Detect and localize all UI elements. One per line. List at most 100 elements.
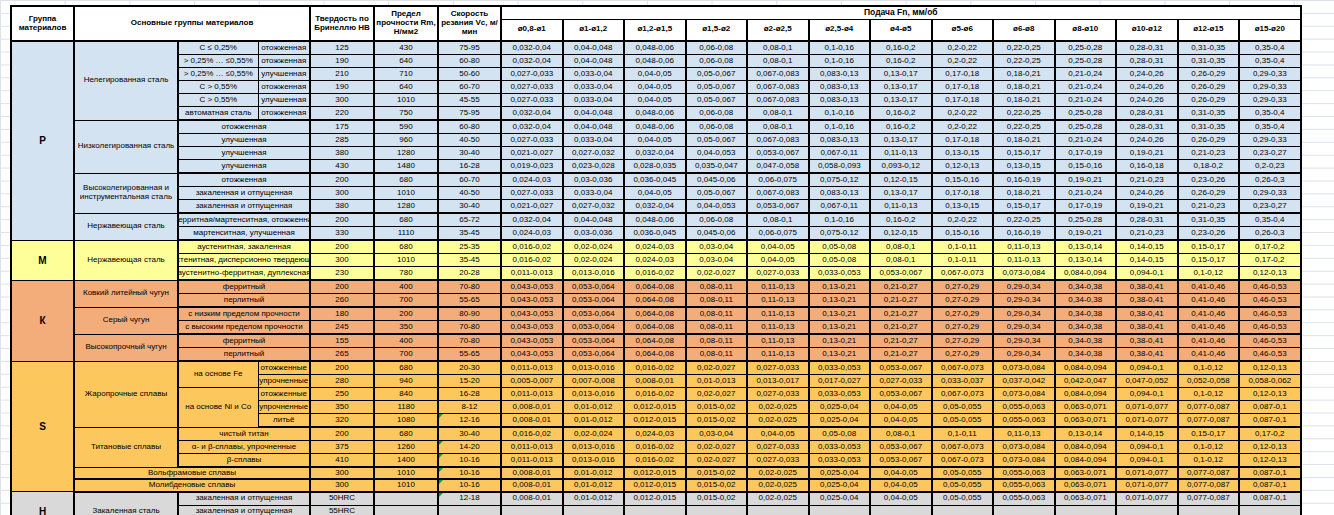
feed-cell[interactable]: 0,31-0,35 (1178, 120, 1240, 134)
feed-cell[interactable]: 0,027-0,032 (563, 147, 625, 160)
group-cell[interactable]: P (11, 41, 74, 240)
hb-cell[interactable]: 190 (310, 55, 374, 68)
feed-cell[interactable]: 0,41-0,46 (1178, 334, 1240, 348)
feed-cell[interactable]: 0,04-0,05 (870, 492, 932, 506)
feed-cell[interactable]: 0,1-0,16 (809, 120, 871, 134)
material-cell[interactable]: Высоколегированная и инструментальная ст… (74, 173, 178, 213)
rm-cell[interactable]: 1010 (374, 479, 438, 491)
feed-cell[interactable]: 0,08-0,11 (686, 307, 748, 321)
feed-cell[interactable]: 0,28-0,31 (1116, 120, 1178, 134)
feed-cell[interactable]: 0,22-0,25 (993, 55, 1055, 68)
vc-cell[interactable]: 75-95 (438, 41, 501, 55)
state-cell[interactable]: аустенитная, закаленная (178, 240, 310, 254)
feed-cell[interactable]: 0,064-0,08 (624, 294, 686, 308)
feed-cell[interactable]: 0,073-0,084 (993, 361, 1055, 375)
feed-cell[interactable]: 0,015-0,02 (686, 467, 748, 479)
feed-cell[interactable]: 0,27-0,29 (932, 307, 994, 321)
feed-cell[interactable]: 0,26-0,3 (1239, 227, 1301, 241)
feed-cell[interactable]: 0,02-0,025 (747, 467, 809, 479)
rm-cell[interactable]: 1180 (374, 401, 438, 414)
feed-cell[interactable]: 0,26-0,29 (1178, 94, 1240, 107)
feed-cell[interactable]: 0,19-0,21 (1055, 227, 1117, 241)
state-cell[interactable]: отожженная (258, 55, 310, 68)
feed-cell[interactable]: 0,04-0,05 (624, 68, 686, 81)
feed-cell[interactable]: 0,04-0,05 (747, 254, 809, 267)
feed-cell[interactable]: 0,08-0,11 (686, 334, 748, 348)
material-cell[interactable]: Нелегированная сталь (74, 41, 178, 120)
feed-cell[interactable]: 0,29-0,33 (1239, 94, 1301, 107)
feed-cell[interactable]: 0,032-0,04 (501, 107, 563, 121)
hb-cell[interactable]: 300 (310, 479, 374, 491)
vc-cell[interactable]: 10-16 (438, 479, 501, 491)
feed-cell[interactable]: 0,21-0,27 (870, 321, 932, 335)
feed-diameter-header[interactable]: ø1,2-ø1,5 (624, 19, 686, 41)
feed-cell[interactable]: 0,03-0,04 (686, 254, 748, 267)
feed-cell[interactable]: 0,077-0,087 (1178, 479, 1240, 491)
feed-cell[interactable]: 0,18-0,21 (993, 81, 1055, 94)
feed-cell[interactable]: 0,11-0,13 (747, 280, 809, 294)
feed-cell[interactable]: 0,037-0,042 (993, 375, 1055, 388)
feed-cell[interactable]: 0,11-0,13 (993, 427, 1055, 441)
hb-cell[interactable]: 190 (310, 81, 374, 94)
feed-cell[interactable]: 0,16-0,2 (870, 213, 932, 227)
feed-cell[interactable]: 0,02-0,025 (747, 401, 809, 414)
feed-cell[interactable]: 0,023-0,028 (563, 160, 625, 174)
feed-cell[interactable]: 0,087-0,1 (1239, 401, 1301, 414)
feed-cell[interactable]: 0,13-0,15 (932, 200, 994, 214)
rm-cell[interactable]: 680 (374, 173, 438, 187)
feed-cell[interactable]: 0,094-0,1 (1116, 388, 1178, 401)
feed-cell[interactable]: 0,34-0,38 (1055, 294, 1117, 308)
feed-cell[interactable]: 0,063-0,071 (1055, 467, 1117, 479)
feed-cell[interactable]: 0,29-0,34 (993, 280, 1055, 294)
feed-cell[interactable]: 0,12-0,13 (1239, 454, 1301, 468)
feed-cell[interactable]: 0,41-0,46 (1178, 280, 1240, 294)
feed-diameter-header[interactable]: ø0,8-ø1 (501, 19, 563, 41)
feed-cell[interactable]: 0,25-0,28 (1055, 41, 1117, 55)
feed-cell[interactable]: 0,04-0,05 (870, 479, 932, 491)
rm-cell[interactable]: 590 (374, 120, 438, 134)
feed-cell[interactable]: 0,2-0,22 (932, 55, 994, 68)
state-cell[interactable]: закаленная и отпущенная (178, 187, 310, 200)
state-cell[interactable]: закаленная и отпущенная (178, 505, 310, 515)
hb-cell[interactable]: 280 (310, 375, 374, 388)
feed-cell[interactable]: 0,024-0,03 (624, 240, 686, 254)
state-cell[interactable]: чистый титан (178, 427, 310, 441)
feed-cell[interactable]: 0,14-0,15 (1116, 427, 1178, 441)
feed-cell[interactable]: 0,043-0,053 (501, 334, 563, 348)
vc-cell[interactable]: 55-65 (438, 294, 501, 308)
feed-cell[interactable]: 0,036-0,045 (624, 227, 686, 241)
feed-cell[interactable]: 0,28-0,31 (1116, 213, 1178, 227)
feed-cell[interactable]: 0,016-0,02 (501, 427, 563, 441)
feed-cell[interactable]: 0,11-0,13 (747, 307, 809, 321)
feed-cell[interactable] (1055, 505, 1117, 515)
feed-cell[interactable] (563, 505, 625, 515)
feed-cell[interactable]: 0,067-0,083 (747, 134, 809, 147)
state-cell[interactable]: отожженная (178, 120, 310, 134)
state-cell[interactable]: аустенитно-ферритная, дуплексная (178, 267, 310, 281)
feed-cell[interactable]: 0,04-0,053 (686, 147, 748, 160)
feed-cell[interactable]: 0,41-0,46 (1178, 348, 1240, 362)
feed-cell[interactable]: 0,15-0,17 (993, 200, 1055, 214)
feed-diameter-header[interactable]: ø15-ø20 (1239, 19, 1301, 41)
hb-cell[interactable]: 200 (310, 213, 374, 227)
feed-cell[interactable]: 0,18-0,2 (1178, 160, 1240, 174)
hb-cell[interactable]: 200 (310, 361, 374, 375)
feed-cell[interactable]: 0,11-0,13 (870, 200, 932, 214)
feed-cell[interactable]: 0,13-0,21 (809, 321, 871, 335)
feed-cell[interactable]: 0,021-0,027 (501, 200, 563, 214)
feed-cell[interactable]: 0,077-0,087 (1178, 467, 1240, 479)
feed-cell[interactable] (1116, 505, 1178, 515)
feed-cell[interactable]: 0,06-0,075 (747, 227, 809, 241)
feed-cell[interactable]: 0,067-0,073 (932, 388, 994, 401)
feed-cell[interactable]: 0,04-0,05 (747, 427, 809, 441)
feed-cell[interactable]: 0,2-0,22 (932, 41, 994, 55)
feed-cell[interactable]: 0,17-0,18 (932, 187, 994, 200)
feed-cell[interactable]: 0,093-0,12 (870, 160, 932, 174)
feed-cell[interactable]: 0,31-0,35 (1178, 107, 1240, 121)
subgroup-cell[interactable]: на основе Ni и Co (178, 388, 258, 428)
rm-cell[interactable]: 710 (374, 68, 438, 81)
state-cell[interactable]: с высоким пределом прочности (178, 321, 310, 335)
feed-cell[interactable]: 0,17-0,2 (1239, 240, 1301, 254)
feed-cell[interactable]: 0,005-0,007 (501, 375, 563, 388)
feed-cell[interactable]: 0,27-0,29 (932, 321, 994, 335)
